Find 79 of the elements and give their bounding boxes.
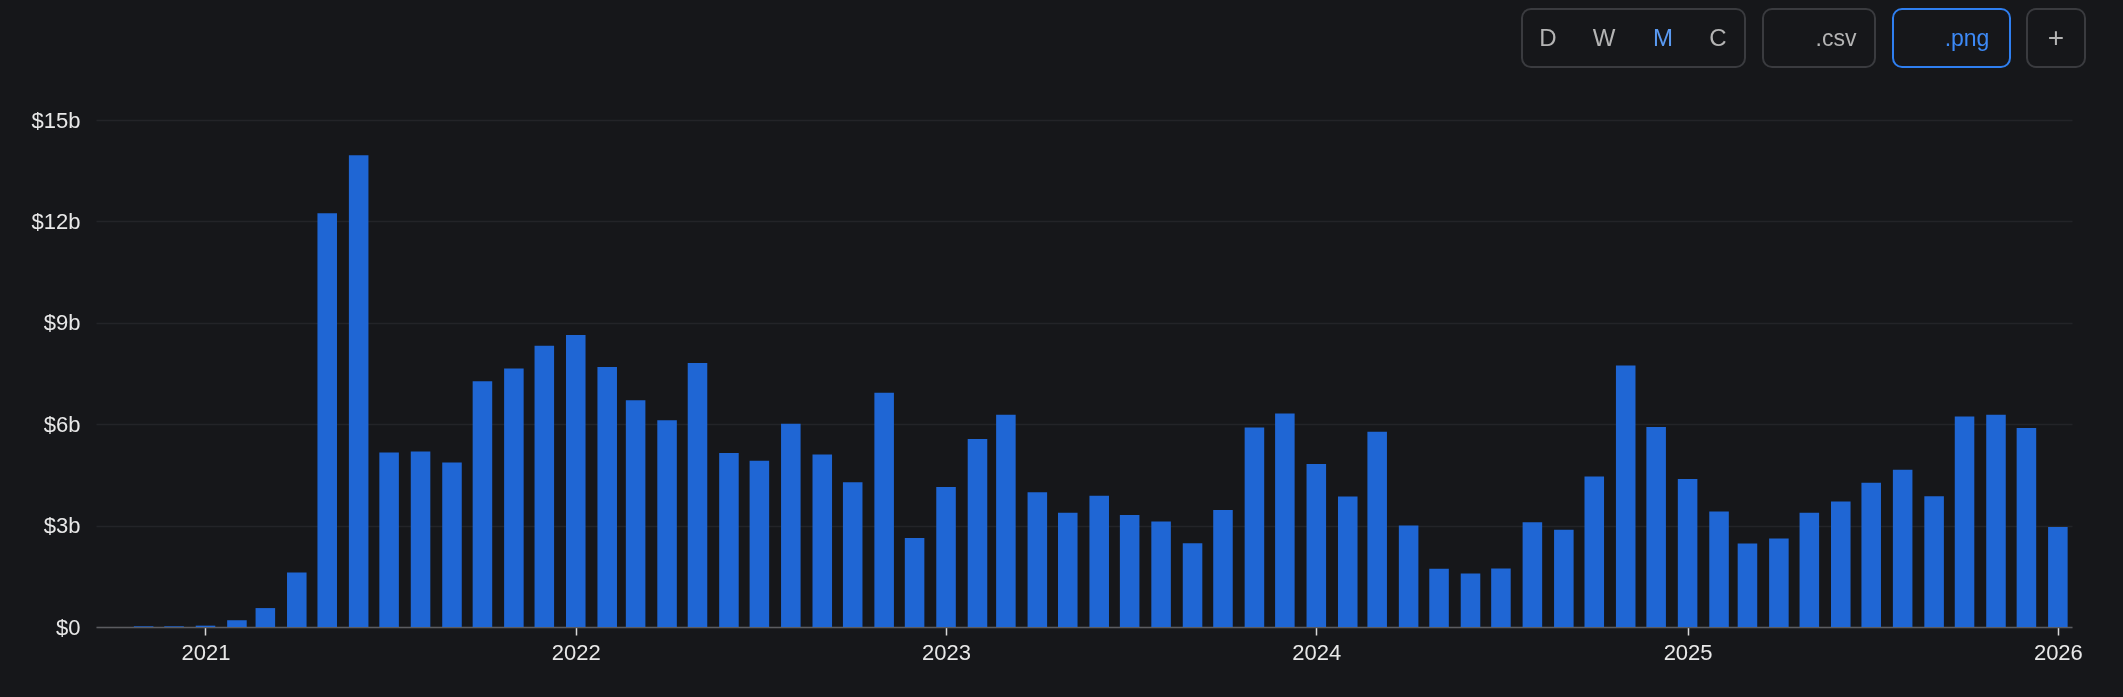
bar: [1151, 521, 1171, 627]
bar: [1275, 413, 1295, 627]
bar: [1057, 512, 1078, 627]
y-tick-label: $6b: [43, 411, 81, 437]
bar: [1799, 512, 1820, 627]
bar: [967, 439, 988, 627]
text: M: [1653, 24, 1673, 51]
text: W: [1592, 24, 1616, 51]
bar: [1861, 482, 1881, 627]
bar: [842, 482, 863, 627]
bar: [1306, 464, 1327, 627]
text: C: [1709, 24, 1727, 51]
bar: [1615, 365, 1636, 627]
text: D: [1539, 24, 1557, 51]
bar: [227, 620, 247, 627]
bar: [534, 345, 555, 627]
bar: [1709, 511, 1729, 627]
y-tick-label: $12b: [31, 208, 81, 234]
bar: [1182, 543, 1203, 627]
bar: [565, 334, 586, 627]
x-tick-label: 2026: [2033, 639, 2083, 665]
bar: [1244, 427, 1265, 627]
text: .png: [1944, 25, 1990, 51]
y-tick-label: $9b: [43, 310, 81, 336]
bar: [1213, 510, 1233, 627]
bar: [1522, 522, 1543, 627]
bar: [504, 368, 524, 627]
text: +: [2047, 22, 2065, 53]
bar: [442, 462, 462, 627]
bar: [1119, 515, 1140, 627]
bar: [597, 367, 617, 627]
bar: [255, 608, 276, 627]
bar: [1924, 496, 1944, 627]
x-tick-label: 2024: [1292, 639, 1342, 665]
x-tick-label: 2021: [181, 639, 231, 665]
bar: [2048, 526, 2068, 627]
bar: [1677, 478, 1698, 627]
bar: [1892, 469, 1913, 627]
bar: [1491, 568, 1511, 627]
bar: [1460, 573, 1481, 627]
bar: [625, 400, 646, 627]
y-tick-label: $3b: [43, 513, 81, 539]
bar: [749, 460, 770, 627]
bar: [348, 155, 369, 627]
bar: [1429, 568, 1449, 627]
y-tick-label: $0: [56, 614, 81, 640]
bar: [687, 363, 708, 627]
bar: [1337, 496, 1358, 627]
bar: [1986, 414, 2006, 627]
bar: [287, 572, 307, 627]
bar: [379, 452, 399, 627]
bar: [996, 414, 1016, 627]
bar: [1831, 501, 1851, 627]
bar: [812, 454, 833, 627]
y-tick-label: $15b: [31, 107, 81, 133]
bar: [781, 423, 801, 627]
bar: [1554, 529, 1574, 627]
x-tick-label: 2022: [551, 639, 601, 665]
bar: [1089, 495, 1109, 627]
x-tick-label: 2023: [922, 639, 972, 665]
bar: [1737, 543, 1758, 627]
bar: [719, 452, 739, 627]
bar: [1769, 538, 1789, 627]
bar: [410, 451, 431, 627]
bar: [874, 392, 894, 627]
bar: [1646, 426, 1666, 627]
bar: [657, 420, 677, 627]
bar: [936, 487, 956, 627]
bar: [904, 538, 925, 627]
x-tick-label: 2025: [1663, 639, 1713, 665]
bar: [317, 213, 337, 627]
bar: [1584, 476, 1605, 627]
text: .csv: [1815, 25, 1857, 51]
bar: [2016, 427, 2037, 627]
bar: [472, 381, 493, 627]
bar: [1367, 431, 1387, 627]
bar: [1954, 416, 1975, 627]
bar: [1027, 492, 1048, 627]
bar: [1398, 525, 1419, 627]
